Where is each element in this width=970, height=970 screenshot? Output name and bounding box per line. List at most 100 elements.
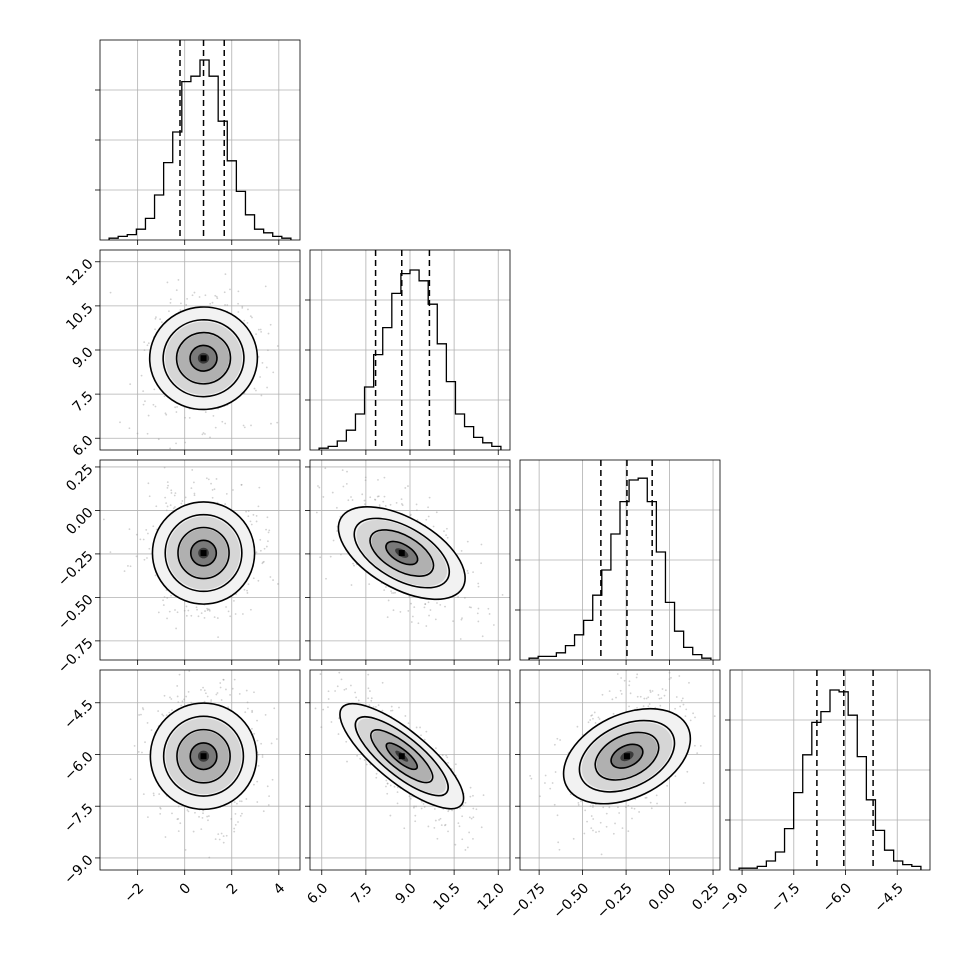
scatter-point	[191, 446, 193, 448]
scatter-point	[428, 614, 430, 617]
scatter-point	[660, 697, 663, 700]
scatter-point	[391, 709, 394, 712]
scatter-point	[175, 289, 178, 292]
scatter-point	[315, 511, 318, 514]
scatter-point	[233, 827, 236, 830]
scatter-point	[413, 805, 416, 808]
scatter-point	[674, 775, 677, 778]
scatter-point	[251, 727, 253, 730]
scatter-point	[363, 499, 366, 502]
x-tick-label: −0.25	[594, 880, 636, 922]
scatter-point	[229, 694, 231, 696]
scatter-point	[706, 663, 708, 665]
scatter-point	[165, 502, 168, 504]
scatter-point	[410, 602, 412, 605]
scatter-point	[247, 510, 250, 513]
scatter-point	[475, 808, 478, 811]
scatter-point	[680, 699, 683, 702]
contour-line	[562, 707, 692, 805]
scatter-point	[324, 467, 327, 470]
scatter-point	[559, 739, 562, 741]
scatter-point	[163, 395, 166, 398]
scatter-point	[390, 709, 392, 712]
x-tick-label: 2	[224, 880, 242, 898]
scatter-point	[205, 477, 208, 480]
scatter-point	[648, 703, 651, 705]
y-tick-label: 0.25	[63, 461, 96, 494]
scatter-point	[224, 422, 227, 425]
scatter-point	[148, 495, 151, 498]
scatter-point	[398, 706, 400, 709]
scatter-point	[267, 540, 269, 543]
scatter-point	[139, 538, 142, 541]
scatter-point	[411, 615, 414, 618]
scatter-point	[204, 610, 206, 612]
scatter-point	[675, 696, 678, 698]
scatter-point	[628, 705, 630, 708]
scatter-point	[141, 751, 143, 754]
scatter-point	[171, 709, 173, 712]
scatter-point	[472, 571, 474, 574]
scatter-point	[425, 625, 428, 627]
scatter-point	[417, 622, 420, 625]
scatter-point	[207, 608, 210, 611]
scatter-point	[260, 394, 263, 397]
scatter-panel-3-0	[95, 669, 301, 875]
scatter-point	[216, 297, 219, 300]
scatter-point	[214, 838, 217, 841]
scatter-point	[549, 787, 552, 790]
scatter-point	[419, 726, 421, 729]
scatter-point	[576, 725, 579, 728]
scatter-point	[415, 503, 418, 506]
scatter-point	[386, 616, 389, 619]
scatter-point	[242, 424, 245, 427]
scatter-point	[165, 509, 168, 512]
scatter-point	[409, 514, 412, 517]
scatter-point	[198, 815, 200, 818]
scatter-point	[605, 825, 608, 828]
scatter-point	[224, 503, 227, 505]
scatter-point	[459, 807, 462, 810]
panel-frame	[309, 249, 511, 451]
scatter-point	[215, 478, 218, 480]
scatter-point	[351, 499, 354, 501]
scatter-point	[447, 810, 450, 813]
scatter-point	[350, 496, 352, 498]
scatter-point	[338, 671, 341, 674]
scatter-point	[177, 830, 180, 832]
scatter-point	[438, 819, 440, 821]
scatter-point	[177, 701, 180, 703]
scatter-point	[353, 564, 355, 567]
scatter-point	[645, 796, 648, 799]
scatter-point	[365, 763, 368, 766]
scatter-point	[686, 662, 688, 664]
scatter-point	[196, 472, 198, 474]
scatter-point	[422, 802, 425, 805]
scatter-point	[472, 816, 475, 819]
scatter-point	[615, 696, 617, 699]
scatter-point	[682, 703, 685, 706]
scatter-point	[234, 613, 237, 615]
scatter-point	[144, 741, 146, 744]
scatter-point	[658, 697, 661, 700]
scatter-point	[225, 834, 228, 837]
scatter-point	[558, 848, 561, 851]
scatter-point	[135, 555, 138, 558]
scatter-point	[180, 704, 183, 707]
scatter-point	[166, 281, 169, 284]
scatter-point	[636, 673, 639, 676]
scatter-point	[236, 802, 238, 805]
scatter-point	[472, 837, 474, 840]
contour-line	[385, 540, 419, 566]
scatter-point	[587, 721, 590, 724]
contour-line	[337, 506, 466, 601]
scatter-point	[245, 689, 248, 692]
scatter-point	[327, 690, 330, 693]
scatter-point	[233, 830, 236, 833]
x-tick-label: 10.5	[430, 880, 463, 913]
scatter-point	[480, 562, 483, 565]
scatter-point	[270, 422, 272, 425]
scatter-point	[183, 698, 186, 701]
scatter-point	[644, 796, 647, 799]
x-tick-label: 0	[177, 880, 195, 898]
